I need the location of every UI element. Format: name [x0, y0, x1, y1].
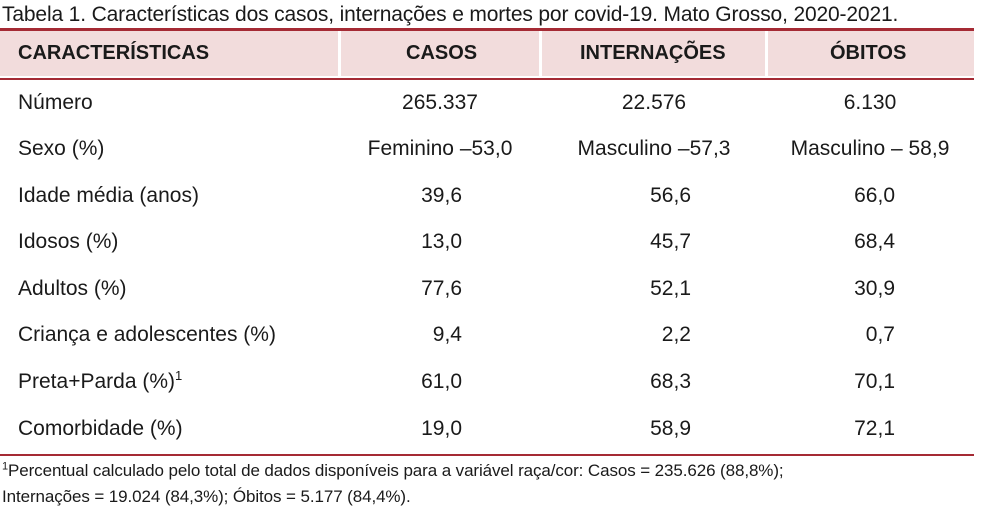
table-top-rule	[0, 28, 974, 31]
header-label-casos: CASOS	[406, 42, 478, 64]
header-cell-internacoes: INTERNAÇÕES	[542, 31, 765, 76]
cell-casos: 39,6	[421, 184, 462, 207]
cell-obitos: 70,1	[854, 370, 895, 393]
row-label: Criança e adolescentes (%)	[18, 323, 276, 346]
cell-internacoes: 2,2	[661, 323, 691, 346]
row-label: Preta+Parda (%)1	[18, 359, 182, 405]
row-label: Idade média (anos)	[18, 184, 199, 207]
table-row: Adultos (%) 77,6 52,1 30,9	[0, 266, 974, 312]
cell-internacoes: 56,6	[650, 184, 691, 207]
cell-obitos: 68,4	[854, 230, 895, 253]
table-header-row: CARACTERÍSTICAS CASOS INTERNAÇÕES ÓBITOS	[0, 31, 974, 80]
row-label: Adultos (%)	[18, 277, 127, 300]
cell-casos: Feminino –53,0	[367, 137, 513, 160]
table-row: Preta+Parda (%)1 61,0 68,3 70,1	[0, 359, 974, 405]
row-label-text: Preta+Parda (%)	[18, 370, 175, 393]
cell-internacoes: 58,9	[650, 417, 691, 440]
footnote-marker: 1	[175, 368, 183, 383]
row-label: Número	[18, 91, 93, 114]
table-footnote: 1Percentual calculado pelo total de dado…	[2, 458, 977, 510]
header-label-caracteristicas: CARACTERÍSTICAS	[18, 42, 210, 64]
table-caption: Tabela 1. Características dos casos, int…	[2, 3, 899, 26]
row-label: Comorbidade (%)	[18, 417, 183, 440]
footnote-line-1: 1Percentual calculado pelo total de dado…	[2, 458, 977, 484]
table-row: Idosos (%) 13,0 45,7 68,4	[0, 219, 974, 265]
table-bottom-rule	[0, 454, 974, 456]
table-row: Sexo (%) Feminino –53,0 Masculino –57,3 …	[0, 126, 974, 172]
footnote-text-1: Percentual calculado pelo total de dados…	[8, 461, 784, 480]
cell-internacoes: 68,3	[650, 370, 691, 393]
table-row: Idade média (anos) 39,6 56,6 66,0	[0, 173, 974, 219]
table-row: Comorbidade (%) 19,0 58,9 72,1	[0, 406, 974, 452]
cell-obitos: 6.130	[843, 91, 897, 114]
cell-casos: 77,6	[421, 277, 462, 300]
cell-internacoes: Masculino –57,3	[577, 137, 731, 160]
header-label-obitos: ÓBITOS	[830, 42, 907, 64]
cell-internacoes: 45,7	[650, 230, 691, 253]
cell-casos: 9,4	[432, 323, 462, 346]
cell-casos: 13,0	[421, 230, 462, 253]
cell-obitos: 72,1	[854, 417, 895, 440]
header-cell-caracteristicas: CARACTERÍSTICAS	[0, 31, 338, 76]
footnote-marker: 1	[2, 460, 9, 473]
cell-obitos: 30,9	[854, 277, 895, 300]
header-cell-casos: CASOS	[341, 31, 539, 76]
cell-casos: 61,0	[421, 370, 462, 393]
header-label-internacoes: INTERNAÇÕES	[580, 42, 726, 64]
cell-casos: 265.337	[402, 91, 478, 114]
cell-casos: 19,0	[421, 417, 462, 440]
cell-internacoes: 22.576	[621, 91, 687, 114]
footnote-line-2: Internações = 19.024 (84,3%); Óbitos = 5…	[2, 487, 411, 506]
cell-obitos: 66,0	[854, 184, 895, 207]
header-cell-obitos: ÓBITOS	[768, 31, 974, 76]
cell-internacoes: 52,1	[650, 277, 691, 300]
row-label: Sexo (%)	[18, 137, 105, 160]
row-label: Idosos (%)	[18, 230, 119, 253]
table-row: Criança e adolescentes (%) 9,4 2,2 0,7	[0, 312, 974, 358]
table-row: Número 265.337 22.576 6.130	[0, 80, 974, 126]
cell-obitos: Masculino – 58,9	[790, 137, 950, 160]
cell-obitos: 0,7	[865, 323, 895, 346]
